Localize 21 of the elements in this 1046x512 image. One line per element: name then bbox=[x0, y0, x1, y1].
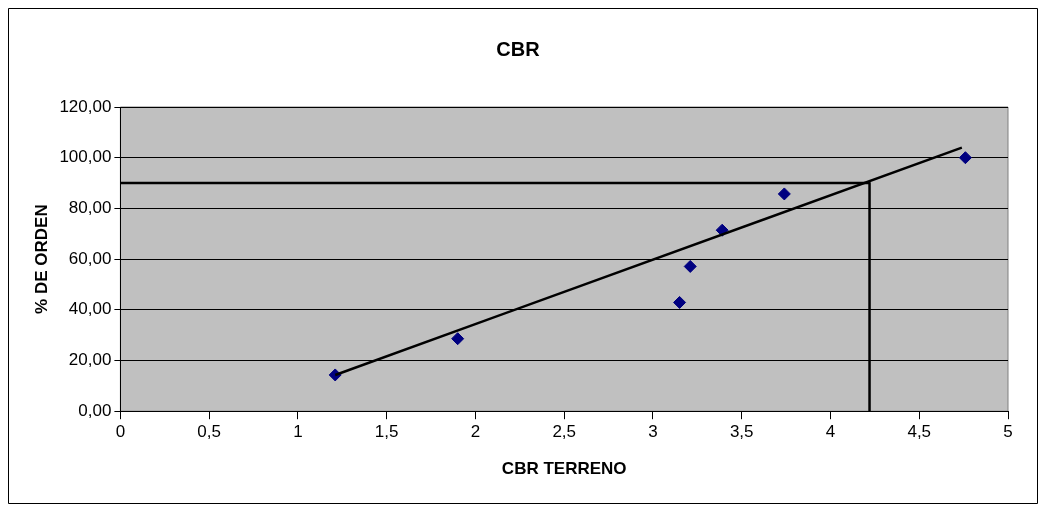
y-tick-label: 0,00 bbox=[78, 400, 112, 420]
y-tick-label: 120,00 bbox=[59, 96, 112, 116]
x-tick-label: 3 bbox=[648, 422, 658, 442]
x-tick-label: 0 bbox=[115, 422, 126, 442]
x-tick-label: 2,5 bbox=[552, 422, 577, 442]
y-tick-label: 100,00 bbox=[59, 147, 112, 167]
x-tick-label: 1,5 bbox=[374, 422, 399, 442]
x-tick-label: 5 bbox=[1003, 422, 1013, 442]
y-tick-label: 40,00 bbox=[68, 299, 112, 319]
y-tick-label: 60,00 bbox=[68, 248, 112, 268]
x-tick-label: 3,5 bbox=[729, 422, 754, 442]
x-tick-label: 1 bbox=[293, 422, 303, 442]
y-axis-title: % DE ORDEN bbox=[31, 204, 51, 314]
x-tick-label: 4 bbox=[825, 422, 836, 442]
x-tick-label: 4,5 bbox=[907, 422, 932, 442]
x-tick-label: 2 bbox=[470, 422, 481, 442]
chart-title: CBR bbox=[496, 37, 541, 60]
y-tick-label: 80,00 bbox=[68, 198, 112, 218]
x-tick-label: 0,5 bbox=[197, 422, 221, 442]
y-tick-label: 20,00 bbox=[68, 350, 112, 370]
x-axis-title: CBR TERRENO bbox=[501, 459, 627, 479]
